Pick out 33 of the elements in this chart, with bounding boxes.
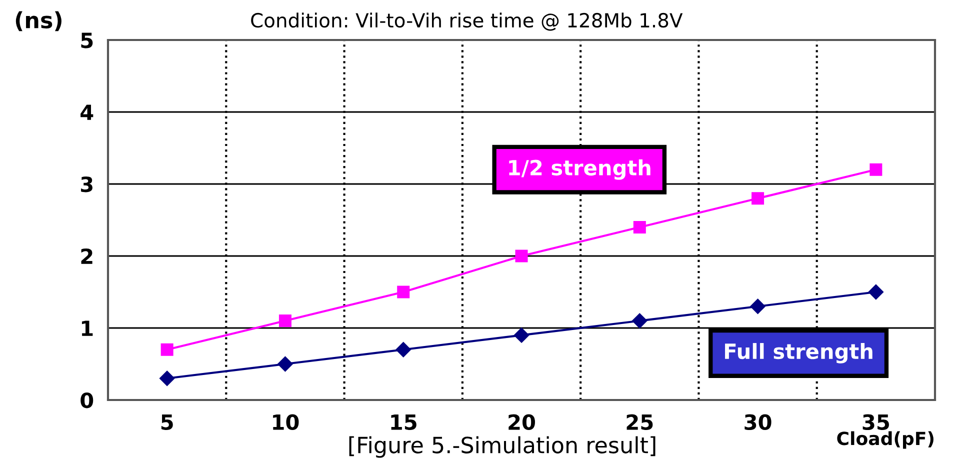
point [514, 328, 530, 343]
point [278, 314, 292, 328]
x-tick-label: 15 [391, 414, 416, 430]
x-tick-label: 10 [273, 414, 299, 430]
x-tick-label: 5 [161, 414, 173, 430]
text: [Figure 5.-Simulation result] [349, 436, 656, 458]
x-tick-label: 35 [862, 414, 889, 430]
point [397, 286, 410, 298]
point [396, 342, 411, 358]
point [515, 250, 528, 262]
y-tick-label: 0 [80, 392, 94, 408]
x-tick-label: 30 [744, 414, 772, 430]
series-label: Full strength [725, 343, 872, 364]
point [160, 370, 175, 386]
point [750, 298, 766, 314]
point [278, 356, 293, 372]
x-tick-label: 25 [626, 414, 653, 430]
point [160, 343, 174, 356]
y-axis-title: (ns) [16, 11, 62, 32]
y-tick-label: 1 [82, 320, 93, 336]
y-tick-label: 3 [81, 176, 92, 192]
y-tick-label: 2 [81, 248, 92, 264]
x-tick-label: 20 [508, 414, 535, 430]
y-tick-label: 5 [81, 32, 93, 48]
x-axis-title: Cload(pF) [837, 431, 934, 449]
point [632, 313, 648, 328]
chart-title: Condition: Vil-to-Vih rise time @ 128Mb 1.8V [251, 12, 683, 31]
y-tick-label: 4 [80, 104, 94, 120]
point [868, 284, 884, 300]
point [870, 163, 882, 176]
point [633, 220, 646, 234]
point [752, 192, 764, 205]
text: 1/2 strength [509, 159, 650, 180]
